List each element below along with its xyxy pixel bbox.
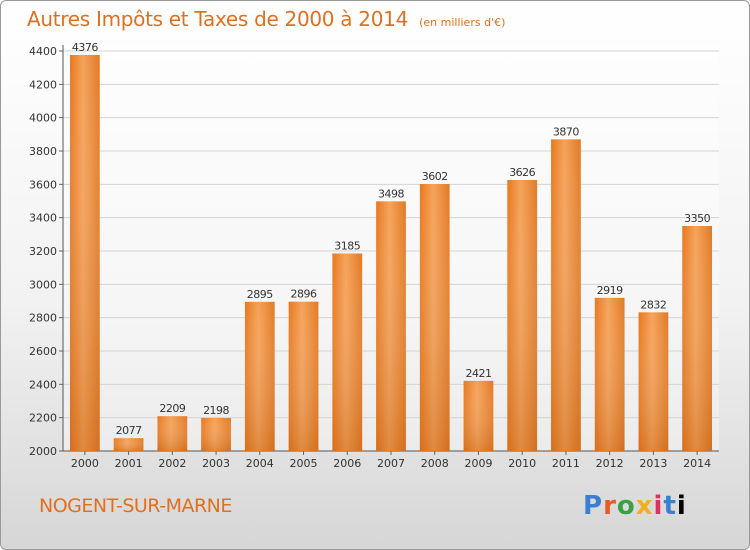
y-tick-label: 3200 xyxy=(29,245,57,258)
bar-value-label: 3870 xyxy=(553,125,579,138)
logo-letter: x xyxy=(635,491,654,521)
y-tick-label: 3400 xyxy=(29,212,57,225)
x-tick-label: 2001 xyxy=(115,457,143,470)
y-tick-label: 3800 xyxy=(29,145,57,158)
bar-shade xyxy=(157,416,188,451)
x-tick-label: 2011 xyxy=(552,457,580,470)
bar-shade xyxy=(113,438,144,451)
y-tick-label: 4200 xyxy=(29,78,57,91)
x-tick-label: 2010 xyxy=(508,457,536,470)
x-tick-label: 2006 xyxy=(333,457,361,470)
logo-letter: i xyxy=(653,491,664,521)
bar-value-label: 3498 xyxy=(378,187,404,200)
chart-title-block: Autres Impôts et Taxes de 2000 à 2014 (e… xyxy=(27,7,505,31)
bar-shade xyxy=(376,201,406,451)
bar-value-label: 3626 xyxy=(509,166,535,179)
x-tick-label: 2012 xyxy=(596,457,624,470)
bar-value-label: 2198 xyxy=(203,404,229,417)
bar-value-label: 2209 xyxy=(159,402,185,415)
bar-value-label: 2919 xyxy=(597,284,623,297)
x-tick-label: 2003 xyxy=(202,457,230,470)
bar-value-label: 2896 xyxy=(291,288,317,301)
bar-shade xyxy=(638,312,669,451)
bar-value-label: 2832 xyxy=(640,298,666,311)
x-tick-label: 2007 xyxy=(377,457,405,470)
logo-letter: o xyxy=(616,491,636,521)
bar-shade xyxy=(682,226,713,451)
y-tick-label: 3000 xyxy=(29,278,57,291)
x-tick-label: 2013 xyxy=(639,457,667,470)
bar-shade xyxy=(507,180,538,451)
y-tick-label: 2400 xyxy=(29,378,57,391)
y-tick-label: 4400 xyxy=(29,45,57,58)
x-tick-label: 2005 xyxy=(290,457,318,470)
x-tick-label: 2000 xyxy=(71,457,99,470)
x-tick-label: 2008 xyxy=(421,457,449,470)
bar-layer xyxy=(69,55,713,452)
bar-shade xyxy=(463,380,494,451)
y-tick-label: 2000 xyxy=(29,445,57,458)
bar-shade xyxy=(594,297,625,451)
city-name: NOGENT-SUR-MARNE xyxy=(39,495,232,517)
bar-value-label: 2895 xyxy=(247,288,273,301)
bar-shade xyxy=(201,418,231,451)
bar-value-label: 3350 xyxy=(684,212,710,225)
proxiti-logo: Proxiti xyxy=(583,491,687,521)
y-tick-label: 2800 xyxy=(29,312,57,325)
bar-value-label: 2077 xyxy=(116,424,142,437)
chart-title: Autres Impôts et Taxes de 2000 à 2014 xyxy=(27,7,408,31)
bar-shade xyxy=(551,139,581,452)
bar-shade xyxy=(332,253,363,451)
bar-shade xyxy=(69,55,100,451)
x-tick-label: 2014 xyxy=(683,457,711,470)
bar-value-label: 3185 xyxy=(334,240,360,253)
x-tick-label: 2004 xyxy=(246,457,274,470)
y-tick-label: 2600 xyxy=(29,345,57,358)
logo-letter: r xyxy=(603,491,617,521)
x-tick-label: 2009 xyxy=(464,457,492,470)
logo-letter: t xyxy=(663,491,677,521)
bar-value-label: 4376 xyxy=(72,41,98,54)
logo-letter: i xyxy=(676,491,687,521)
y-tick-label: 2200 xyxy=(29,412,57,425)
logo-letter: P xyxy=(583,491,604,521)
bar-shade xyxy=(244,301,275,451)
y-tick-label: 3600 xyxy=(29,178,57,191)
bar-shade xyxy=(419,184,450,451)
chart-unit: (en milliers d'€) xyxy=(419,16,506,29)
x-tick-label: 2002 xyxy=(158,457,186,470)
bar-shade xyxy=(288,301,319,451)
bar-value-label: 3602 xyxy=(422,170,448,183)
label-layer: 4376 2077 2209 2198 2895 2896 3185 3498 3602 2421… xyxy=(72,41,711,437)
bar-value-label: 2421 xyxy=(465,367,491,380)
axis-layer: 2000 2200 2400 2600 2800 3000 3200 3400 3600 3800… xyxy=(29,45,719,470)
y-tick-label: 4000 xyxy=(29,112,57,125)
